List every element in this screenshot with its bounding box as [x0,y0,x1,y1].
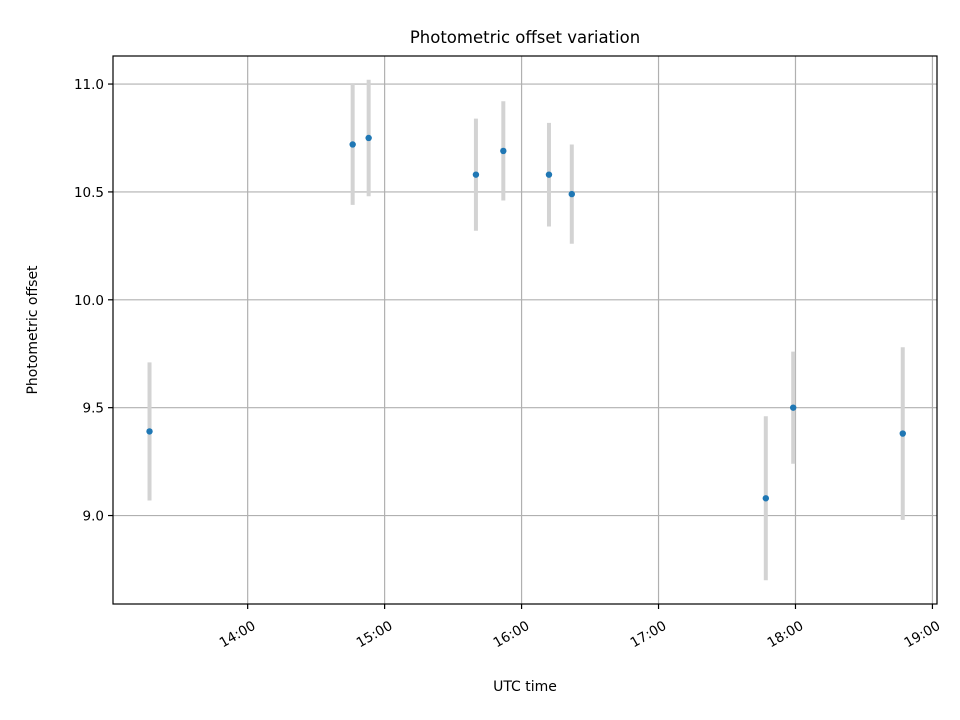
x-tick-label: 15:00 [354,618,396,651]
grid-layer [113,56,937,604]
data-point [349,141,356,148]
y-tick-label: 11.0 [74,77,104,93]
x-tick-label: 18:00 [765,618,807,651]
chart-title: Photometric offset variation [410,28,640,47]
ticks: 14:00 15:00 16:00 17:00 18:00 19:00 9.0 9.5 10.0… [74,77,943,651]
data-point [789,404,797,411]
data-point [472,171,480,178]
data-point [500,147,507,155]
x-tick-label: 17:00 [628,618,670,651]
data-point [762,495,770,502]
data-point [365,134,372,142]
y-tick-label: 9.5 [83,401,104,417]
y-axis-label: Photometric offset [25,265,41,395]
x-tick-label: 14:00 [217,618,259,651]
x-axis-label: UTC time [493,679,557,695]
y-tick-label: 10.0 [74,293,104,309]
plot-frame [112,55,938,605]
y-tick-label: 9.0 [83,509,104,525]
y-tick-label: 10.5 [74,185,104,201]
data-point [899,430,906,437]
x-tick-label: 19:00 [902,618,944,651]
data-point [545,171,553,178]
data-point [568,190,575,198]
error-bars [147,79,905,581]
x-tick-label: 16:00 [491,618,533,651]
data-point [146,428,153,435]
data-points [146,134,906,502]
